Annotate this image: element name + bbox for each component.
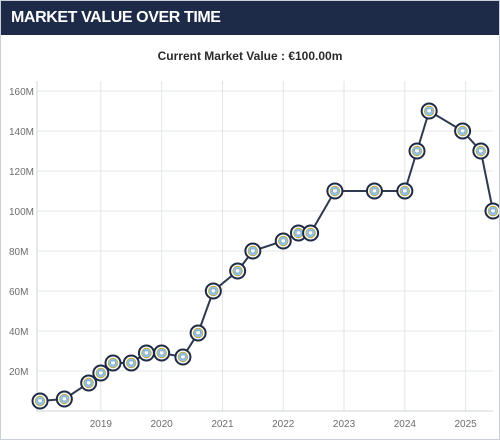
x-tick-label: 2024 [394, 419, 417, 430]
y-tick-label: 80M [9, 247, 28, 258]
club-crest-icon[interactable] [104, 354, 122, 372]
y-tick-label: 20M [9, 367, 28, 378]
x-tick-label: 2025 [455, 419, 478, 430]
panel-title: MARKET VALUE OVER TIME [11, 9, 221, 26]
club-crest-icon[interactable] [174, 348, 192, 366]
y-tick-label: 140M [9, 127, 34, 138]
club-crest-icon[interactable] [229, 262, 247, 280]
y-tick-label: 100M [9, 207, 34, 218]
x-tick-label: 2023 [333, 419, 356, 430]
y-tick-label: 160M [9, 87, 34, 98]
club-crest-icon[interactable] [244, 242, 262, 260]
club-crest-icon[interactable] [55, 390, 73, 408]
club-crest-icon[interactable] [122, 354, 140, 372]
club-crest-icon[interactable] [326, 182, 344, 200]
x-tick-label: 2019 [90, 419, 113, 430]
club-crest-icon[interactable] [189, 324, 207, 342]
club-crest-icon[interactable] [472, 142, 490, 160]
club-crest-icon[interactable] [153, 344, 171, 362]
y-tick-label: 60M [9, 287, 28, 298]
club-crest-icon[interactable] [204, 282, 222, 300]
x-tick-label: 2020 [151, 419, 174, 430]
club-crest-icon[interactable] [454, 122, 472, 140]
club-crest-icon[interactable] [484, 202, 500, 220]
club-crest-icon[interactable] [365, 182, 383, 200]
panel-header: MARKET VALUE OVER TIME [1, 1, 499, 35]
club-crest-icon[interactable] [92, 364, 110, 382]
x-tick-label: 2022 [272, 419, 295, 430]
y-tick-label: 120M [9, 167, 34, 178]
club-crest-icon[interactable] [274, 232, 292, 250]
club-crest-icon[interactable] [80, 374, 98, 392]
club-crest-icon[interactable] [408, 142, 426, 160]
current-market-value: Current Market Value : €100.00m [157, 49, 343, 63]
x-tick-label: 2021 [211, 419, 234, 430]
club-crest-icon[interactable] [396, 182, 414, 200]
y-tick-label: 40M [9, 327, 28, 338]
club-crest-icon[interactable] [420, 102, 438, 120]
club-crest-icon[interactable] [31, 392, 49, 410]
club-crest-icon[interactable] [137, 344, 155, 362]
club-crest-icon[interactable] [302, 224, 320, 242]
